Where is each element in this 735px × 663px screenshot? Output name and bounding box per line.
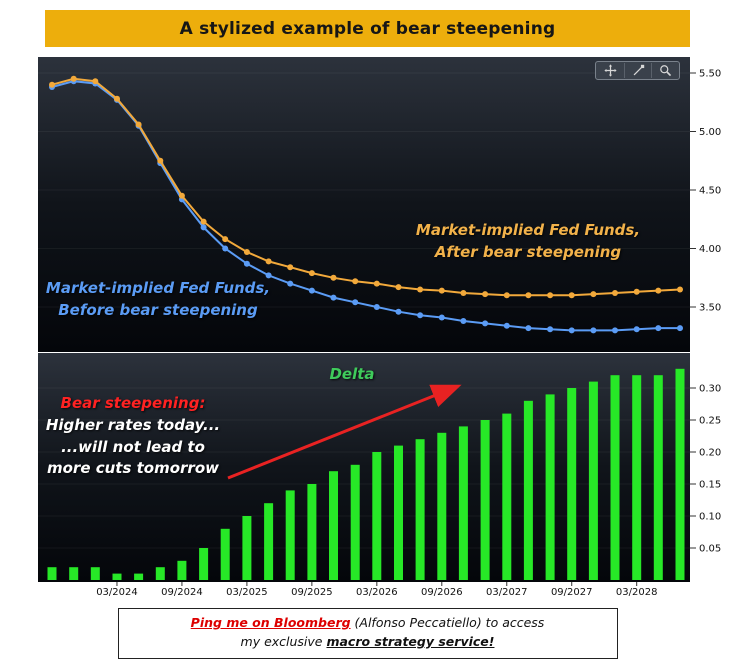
footer-line1-rest: (Alfonso Peccatiello) to access: [350, 615, 545, 630]
footer-line2-bold: macro strategy service!: [326, 633, 495, 649]
svg-text:03/2026: 03/2026: [356, 587, 398, 598]
svg-text:09/2027: 09/2027: [551, 587, 593, 598]
svg-text:5.50: 5.50: [699, 69, 721, 80]
combo-chart[interactable]: 5.50 5.00 4.50 4.00 3.50 0.30 0.25 0.20 0.15 0.10…: [38, 57, 735, 600]
draw-line-button[interactable]: [624, 63, 651, 78]
chart-title: A stylized example of bear steepening: [179, 18, 556, 39]
pan-button[interactable]: [597, 63, 624, 78]
zoom-button[interactable]: [651, 63, 678, 78]
svg-text:0.05: 0.05: [699, 544, 721, 555]
svg-text:5.00: 5.00: [699, 127, 721, 138]
svg-text:03/2025: 03/2025: [226, 587, 268, 598]
svg-text:4.50: 4.50: [699, 186, 721, 197]
chart-toolbar: [595, 61, 680, 80]
chart-area: 5.50 5.00 4.50 4.00 3.50 0.30 0.25 0.20 0.15 0.10…: [38, 57, 735, 600]
svg-text:03/2024: 03/2024: [96, 587, 138, 598]
svg-text:03/2028: 03/2028: [616, 587, 658, 598]
svg-text:09/2024: 09/2024: [161, 587, 203, 598]
svg-text:0.25: 0.25: [699, 416, 721, 427]
footer-line1: Ping me on Bloomberg (Alfonso Peccatiell…: [119, 614, 617, 633]
svg-text:09/2025: 09/2025: [291, 587, 333, 598]
footer-line2-prefix: my exclusive: [240, 633, 327, 649]
footer-note: Ping me on Bloomberg (Alfonso Peccatiell…: [117, 608, 618, 659]
svg-text:4.00: 4.00: [699, 244, 721, 255]
bloomberg-link[interactable]: Ping me on Bloomberg: [190, 615, 351, 630]
title-banner: A stylized example of bear steepening: [45, 10, 690, 47]
svg-text:0.20: 0.20: [699, 448, 721, 459]
svg-text:09/2026: 09/2026: [421, 587, 463, 598]
svg-text:0.15: 0.15: [699, 480, 721, 491]
svg-text:0.30: 0.30: [699, 384, 721, 395]
svg-text:0.10: 0.10: [699, 512, 721, 523]
footer-line2: my exclusive macro strategy service!: [119, 633, 617, 652]
magnifier-icon: [659, 65, 671, 77]
svg-text:3.50: 3.50: [699, 303, 721, 314]
svg-text:03/2027: 03/2027: [486, 587, 528, 598]
pan-icon: [604, 64, 617, 77]
draw-line-icon: [633, 64, 644, 76]
